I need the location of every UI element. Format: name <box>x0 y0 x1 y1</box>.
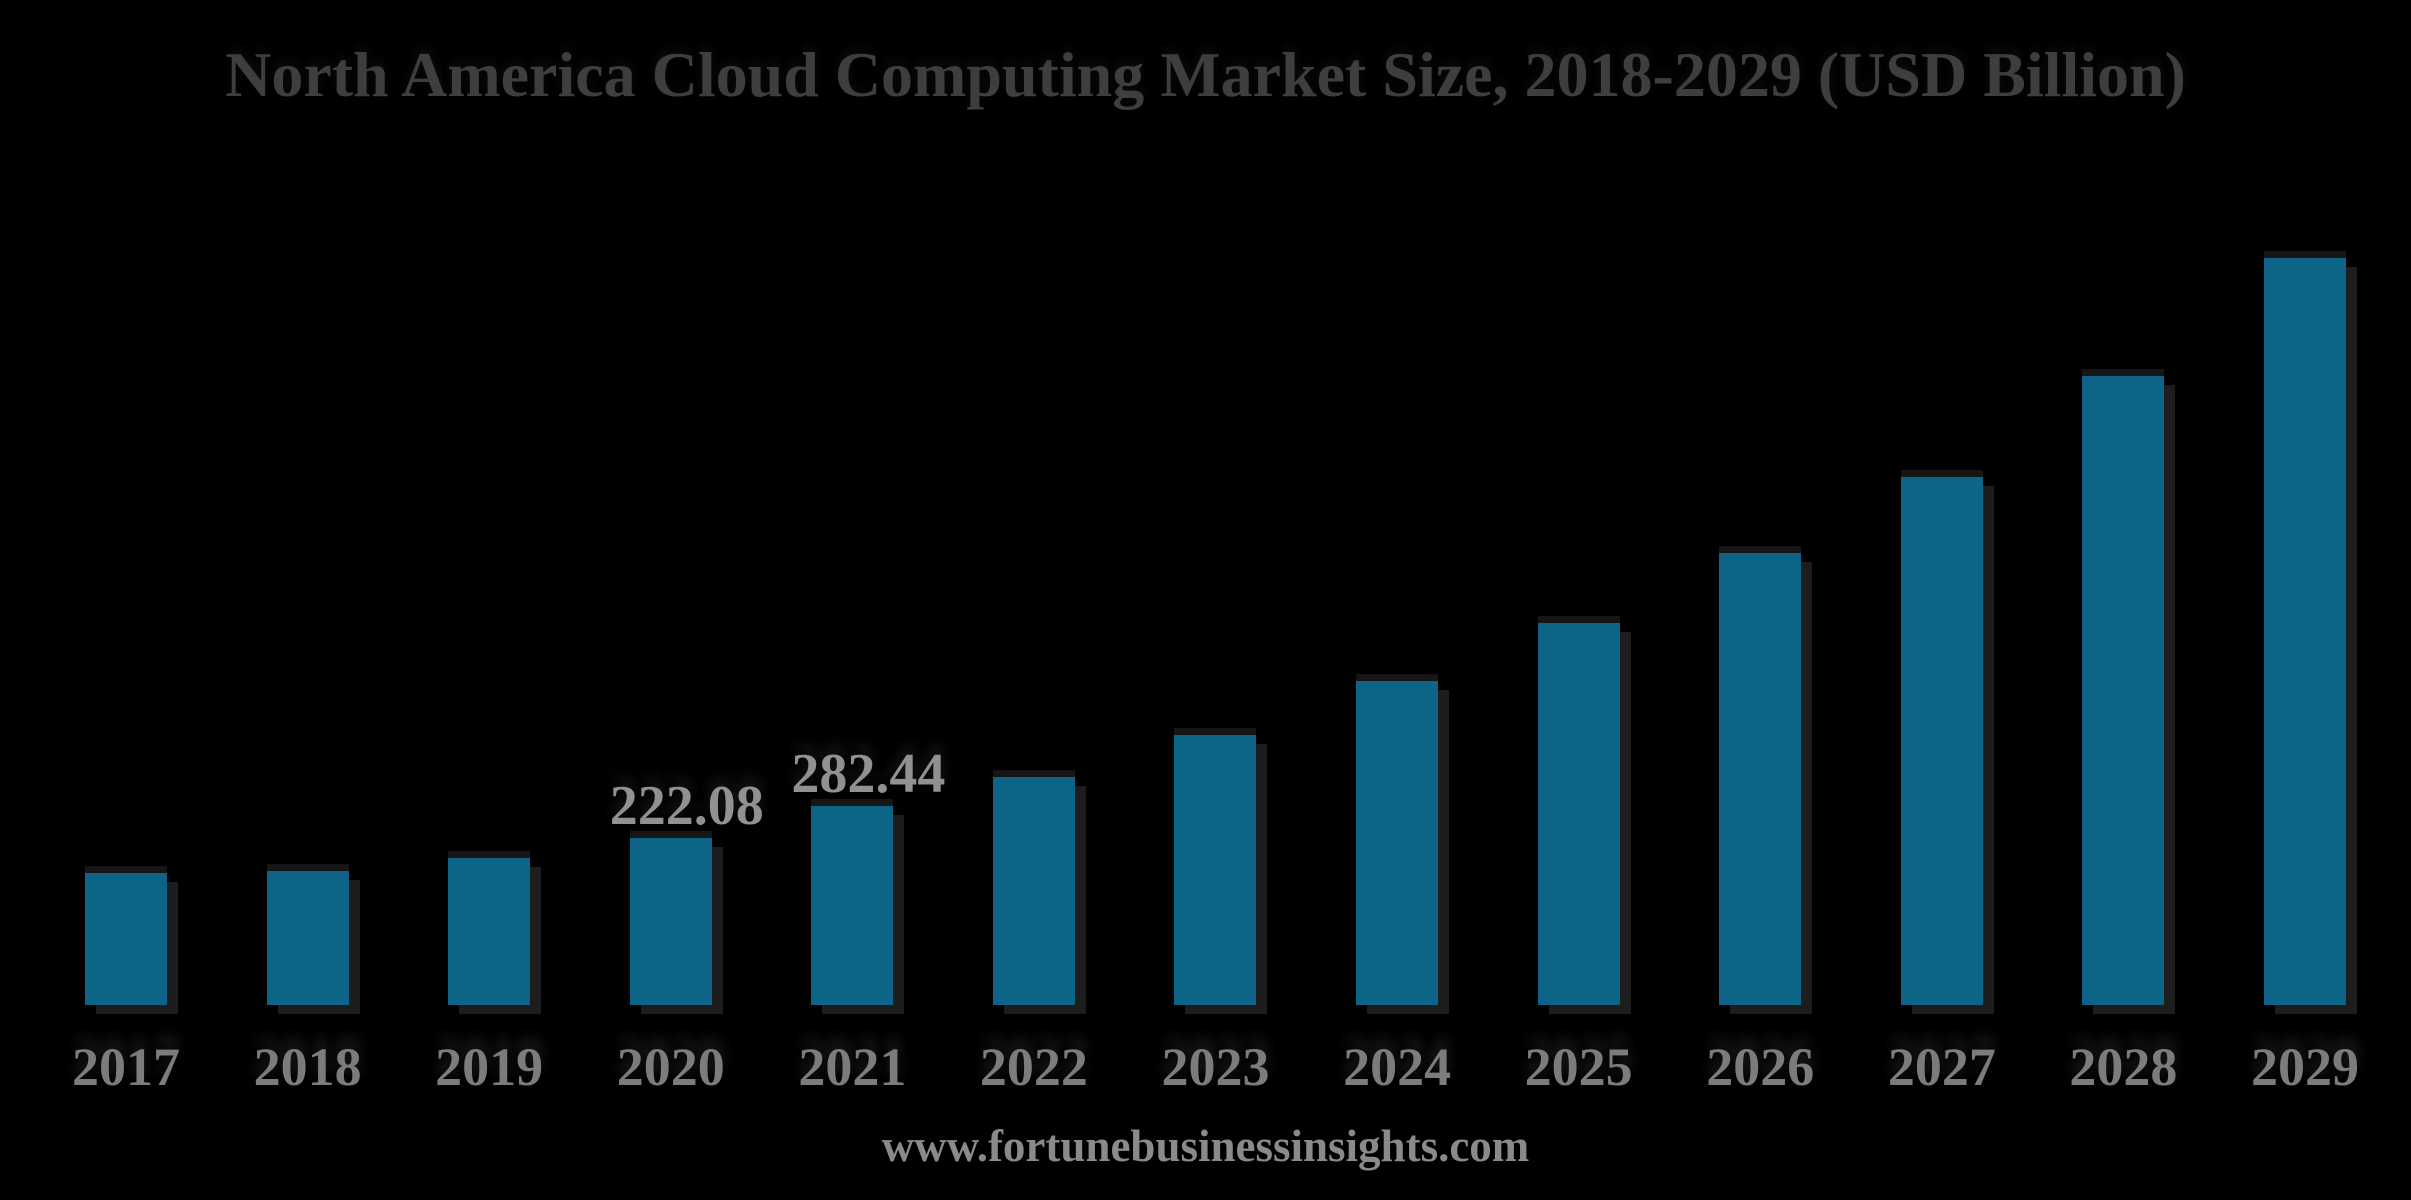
bar-2020 <box>629 838 712 1005</box>
bar-2021 <box>811 806 894 1005</box>
x-axis-label-2018: 2018 <box>253 1037 362 1097</box>
source-url: www.fortunebusinessinsights.com <box>881 1121 1530 1171</box>
x-axis-label-2029: 2029 <box>2250 1037 2359 1097</box>
bar-2028 <box>2082 376 2165 1005</box>
x-axis-label-2023: 2023 <box>1161 1037 1270 1097</box>
bar-2025 <box>1537 623 1620 1005</box>
chart-title: North America Cloud Computing Market Siz… <box>225 39 2186 110</box>
bar-2024 <box>1356 681 1439 1005</box>
bar-2029 <box>2263 258 2346 1005</box>
bar-2023 <box>1174 735 1257 1005</box>
bar-2018 <box>266 871 349 1005</box>
bar-2022 <box>992 777 1075 1005</box>
bar-2017 <box>85 873 167 1005</box>
x-axis-label-2026: 2026 <box>1706 1037 1815 1097</box>
x-axis-label-2021: 2021 <box>798 1037 907 1097</box>
data-label-2021: 282.44 <box>791 743 946 805</box>
x-axis-label-2022: 2022 <box>979 1037 1088 1097</box>
bar-2027 <box>1900 477 1983 1005</box>
data-label-2020: 222.08 <box>609 775 764 837</box>
x-axis-label-2020: 2020 <box>616 1037 725 1097</box>
x-axis-label-2025: 2025 <box>1524 1037 1633 1097</box>
x-axis-label-2028: 2028 <box>2069 1037 2178 1097</box>
x-axis-label-2017: 2017 <box>72 1037 180 1097</box>
x-axis-label-2019: 2019 <box>435 1037 544 1097</box>
x-axis-label-2027: 2027 <box>1887 1037 1996 1097</box>
x-axis-label-2024: 2024 <box>1343 1037 1452 1097</box>
bar-2026 <box>1719 553 1802 1005</box>
bar-2019 <box>448 858 531 1005</box>
